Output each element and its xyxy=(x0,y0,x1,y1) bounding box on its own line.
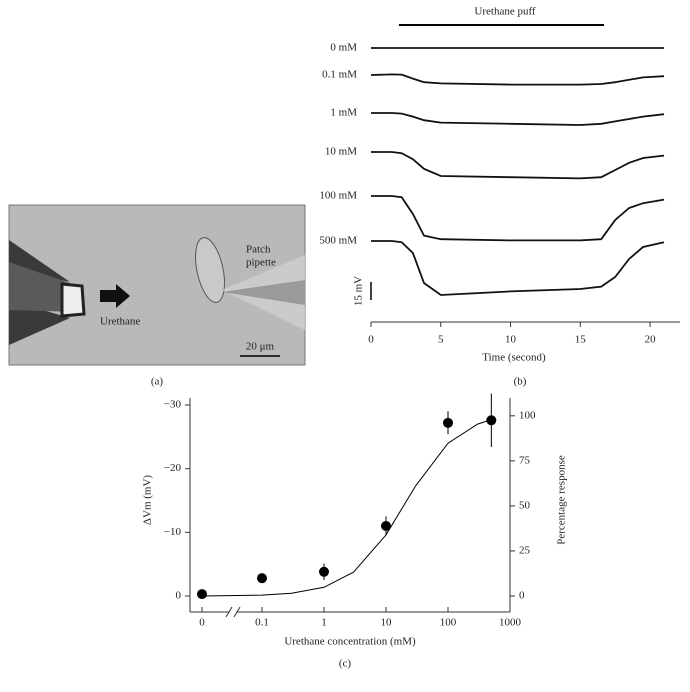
axes xyxy=(189,398,511,618)
y-tick-label: −30 xyxy=(164,399,182,411)
y2-tick-label: 75 xyxy=(519,454,531,466)
caption: (c) xyxy=(339,658,352,670)
trace xyxy=(371,240,665,296)
point xyxy=(319,566,329,577)
trace xyxy=(371,195,665,242)
point xyxy=(443,417,453,428)
legend-label: 0.1 mM xyxy=(322,69,357,81)
point xyxy=(486,415,497,426)
legend-label: 0 mM xyxy=(330,42,357,54)
x-tick-label: 10 xyxy=(505,334,517,346)
image-label: Urethane xyxy=(100,316,140,328)
point xyxy=(381,520,391,531)
y-tick-label: −20 xyxy=(164,462,182,474)
caption: (a) xyxy=(151,376,164,388)
x-axis-label: Urethane concentration (mM) xyxy=(284,636,416,648)
scale-bar-label: 20 μm xyxy=(246,341,275,353)
legend-label: 100 mM xyxy=(319,190,357,202)
chart-title: Urethane puff xyxy=(474,6,536,18)
x-tick-label: 1 xyxy=(321,617,327,629)
x-tick-label: 5 xyxy=(438,334,444,346)
micrograph xyxy=(8,204,306,366)
y-tick-label: −10 xyxy=(164,526,182,538)
y2-axis-label: Percentage response xyxy=(556,455,568,545)
fit-curve xyxy=(201,419,492,597)
x-tick-label: 100 xyxy=(440,617,457,629)
legend-label: 10 mM xyxy=(325,146,357,158)
y2-tick-label: 100 xyxy=(519,409,536,421)
x-tick-label: 0 xyxy=(199,617,205,629)
x-tick-label: 20 xyxy=(645,334,657,346)
trace xyxy=(371,151,665,180)
scale-bar-label: 15 mV xyxy=(353,276,365,306)
image-label: Patch xyxy=(246,244,271,256)
x-tick-label: 0 xyxy=(368,334,374,346)
x-tick-label: 10 xyxy=(381,617,393,629)
point xyxy=(257,573,267,584)
y2-tick-label: 50 xyxy=(519,499,531,511)
y2-tick-label: 25 xyxy=(519,544,531,556)
x-tick-label: 1000 xyxy=(499,617,522,629)
x-tick-label: 0.1 xyxy=(255,617,269,629)
y2-tick-label: 0 xyxy=(519,590,525,602)
x-axis-label: Time (second) xyxy=(482,352,546,364)
x-tick-label: 15 xyxy=(575,334,587,346)
image-label: pipette xyxy=(246,257,276,269)
point xyxy=(197,589,207,600)
legend-label: 500 mM xyxy=(319,235,357,247)
legend-label: 1 mM xyxy=(330,107,357,119)
trace xyxy=(371,112,665,126)
trace xyxy=(370,73,665,86)
caption: (b) xyxy=(514,376,527,388)
y-axis-label: ΔVm (mV) xyxy=(142,475,154,525)
y-tick-label: 0 xyxy=(176,590,182,602)
